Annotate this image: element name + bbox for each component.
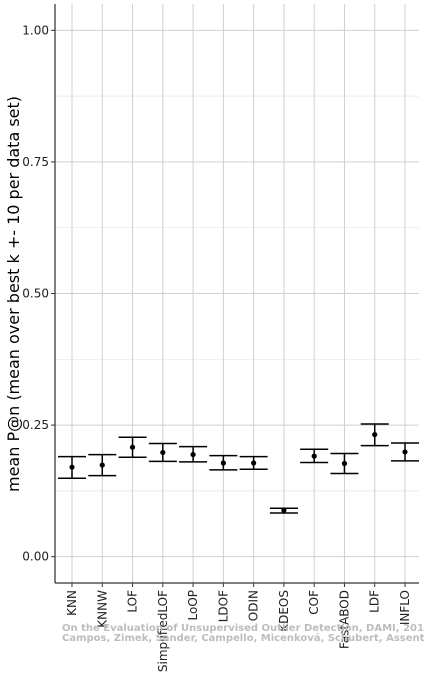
x-tick-label: LDF xyxy=(368,590,382,613)
error-bar-KNN xyxy=(58,455,86,480)
mean-point xyxy=(69,464,75,470)
error-bar-ODIN xyxy=(239,455,268,471)
x-tick-label: COF xyxy=(307,590,321,615)
error-bar-KNNW xyxy=(88,453,117,477)
x-tick-label: KDEOS xyxy=(277,590,291,632)
y-tick-labels: 0.00 0.25 0.50 0.75 1.00 xyxy=(22,23,55,564)
mean-point xyxy=(341,460,348,467)
mean-point xyxy=(402,449,408,455)
mean-point xyxy=(372,431,378,438)
watermark: On the Evaluation of Unsupervised Outlie… xyxy=(62,623,424,644)
error-bar-SimplifiedLOF xyxy=(148,442,177,463)
x-tick-label: LDOF xyxy=(216,590,230,622)
watermark-line-2: Campos, Zimek, Sander, Campello, Micenko… xyxy=(62,632,424,644)
error-bar-LDF xyxy=(360,423,389,447)
x-tick-label: SimplifiedLOF xyxy=(156,590,170,672)
data-marks xyxy=(58,423,419,514)
x-tick-label: LoOP xyxy=(186,590,200,621)
y-tick-label: 0.00 xyxy=(22,550,49,564)
y-tick-label: 1.00 xyxy=(22,23,49,37)
x-tick-labels: KNN KNNW LOF SimplifiedLOF LoOP LDOF ODIN KDEOS… xyxy=(65,583,412,672)
mean-point xyxy=(160,449,166,456)
error-bar-LDOF xyxy=(209,454,238,471)
mean-point xyxy=(251,460,257,466)
y-tick-label: 0.25 xyxy=(22,418,49,432)
x-tick-label: LOF xyxy=(126,590,140,613)
error-bar-LoOP xyxy=(179,445,208,463)
error-bar-KDEOS xyxy=(269,507,298,514)
error-bar-COF xyxy=(300,448,329,464)
mean-point xyxy=(190,451,196,458)
x-tick-label: INFLO xyxy=(398,590,412,625)
y-tick-label: 0.75 xyxy=(22,155,49,169)
mean-point xyxy=(281,507,287,513)
error-bar-LOF xyxy=(118,436,147,458)
mean-point xyxy=(99,462,105,468)
grid xyxy=(55,4,419,583)
mean-point xyxy=(129,444,136,450)
x-tick-label: FastABOD xyxy=(337,590,351,649)
x-tick-label: KNN xyxy=(65,590,79,616)
y-tick-label: 0.50 xyxy=(22,287,49,301)
y-axis-label: mean P@n (mean over best k +- 10 per dat… xyxy=(4,96,23,492)
watermark-line-1: On the Evaluation of Unsupervised Outlie… xyxy=(62,623,424,634)
x-tick-label: ODIN xyxy=(247,590,261,621)
mean-point xyxy=(220,460,226,466)
x-tick-label: KNNW xyxy=(95,590,109,628)
error-bar-FastABOD xyxy=(330,452,359,475)
error-bar-INFLO xyxy=(391,442,419,462)
mean-point xyxy=(311,453,317,459)
